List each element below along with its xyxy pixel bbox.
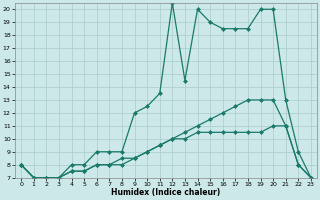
X-axis label: Humidex (Indice chaleur): Humidex (Indice chaleur) [111, 188, 221, 197]
